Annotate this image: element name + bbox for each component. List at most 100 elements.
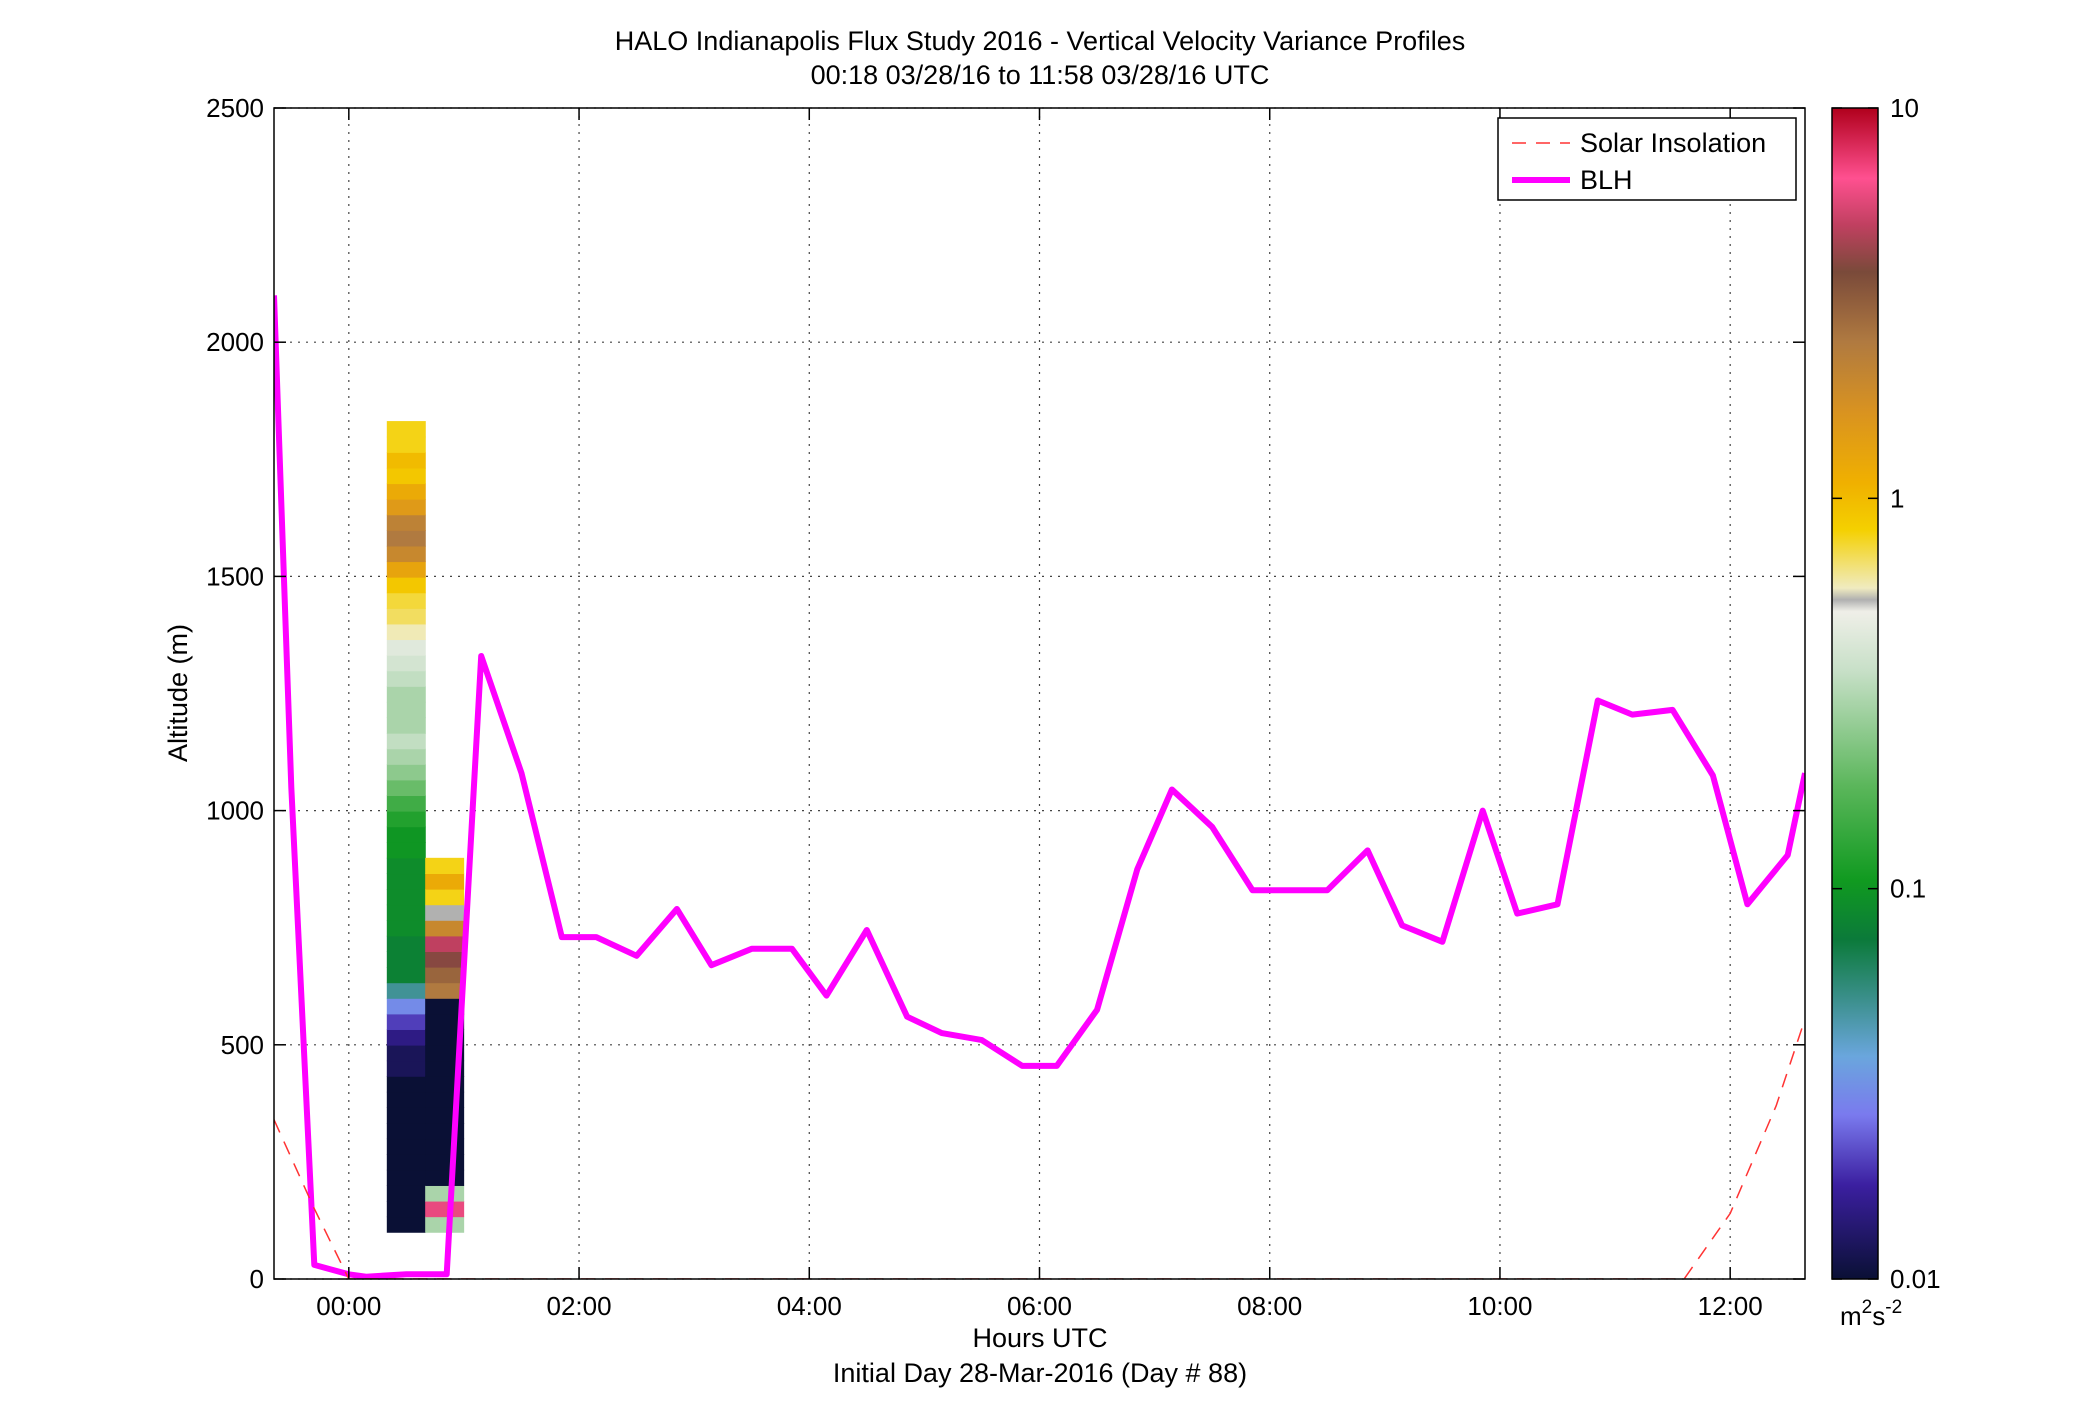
heatmap-cell (386, 935, 426, 953)
heatmap-cell (425, 857, 465, 875)
heatmap-cell (425, 1122, 465, 1140)
heatmap-cell (425, 1169, 465, 1186)
y-tick-label: 500 (221, 1030, 264, 1060)
series-blh-line (274, 295, 1805, 1279)
y-axis-ticks: 0 500 1000 1500 2000 2500 (206, 93, 1805, 1294)
x-axis-label-2: Initial Day 28-Mar-2016 (Day # 88) (833, 1358, 1247, 1388)
colorbar-tick-label: 0.01 (1890, 1264, 1941, 1294)
legend-solar-label: Solar Insolation (1580, 128, 1766, 158)
heatmap-cell (386, 826, 426, 843)
heatmap-cell (386, 951, 426, 968)
y-axis-label: Altitude (m) (163, 624, 193, 762)
heatmap-cell (386, 842, 426, 859)
heatmap-cell (386, 811, 426, 828)
heatmap-cell (425, 889, 465, 906)
x-axis-ticks: 00:00 02:00 04:00 06:00 08:00 10:00 12:00 (316, 108, 1763, 1321)
grid (274, 107, 1805, 1280)
y-tick-label: 2000 (206, 327, 264, 357)
heatmap-cell (425, 1060, 465, 1077)
x-axis-label: Hours UTC (972, 1323, 1107, 1353)
colorbar-tick-label: 10 (1890, 93, 1919, 123)
heatmap-cell (386, 421, 426, 438)
heatmap-cell (425, 1154, 465, 1171)
heatmap-cell (425, 1044, 465, 1062)
heatmap-cell (386, 717, 426, 734)
chart-title: HALO Indianapolis Flux Study 2016 - Vert… (615, 26, 1465, 56)
heatmap-cell (386, 467, 426, 485)
heatmap-cell (386, 1200, 426, 1218)
heatmap-cell (386, 623, 426, 641)
x-tick-label: 08:00 (1237, 1291, 1302, 1321)
legend: Solar Insolation BLH (1497, 117, 1797, 201)
y-tick-label: 1000 (206, 796, 264, 826)
heatmap-cell (386, 1060, 426, 1077)
heatmap-cell (386, 1091, 426, 1108)
heatmap-cell (386, 920, 426, 937)
x-tick-label: 10:00 (1467, 1291, 1532, 1321)
heatmap-cell (386, 545, 426, 563)
heatmap-cell (386, 452, 426, 469)
heatmap-cell (386, 639, 426, 656)
heatmap-cell (386, 889, 426, 906)
heatmap-cell (425, 1200, 465, 1218)
heatmap-cell (386, 1122, 426, 1140)
heatmap-cell (386, 561, 426, 578)
heatmap-cell (425, 1013, 465, 1030)
heatmap-cell (386, 1013, 426, 1030)
heatmap-cell (425, 1216, 465, 1233)
heatmap-cell (386, 1044, 426, 1062)
heatmap-cell (386, 1154, 426, 1171)
heatmap-cell (386, 499, 426, 516)
heatmap-cell (386, 795, 426, 812)
y-tick-label: 0 (250, 1264, 264, 1294)
heatmap-cell (386, 670, 426, 687)
legend-blh-label: BLH (1580, 165, 1633, 195)
heatmap-cell (386, 1029, 426, 1046)
heatmap-cell (386, 1138, 426, 1155)
heatmap-cell (425, 951, 465, 968)
heatmap-cell (425, 1029, 465, 1046)
heatmap-cell (386, 733, 426, 750)
heatmap-cell (386, 904, 426, 921)
x-tick-label: 04:00 (777, 1291, 842, 1321)
y-tick-label: 2500 (206, 93, 264, 123)
heatmap-cell (425, 982, 465, 999)
heatmap-cell (425, 966, 465, 984)
heatmap-cell (386, 686, 426, 703)
heatmap-cell (425, 1185, 465, 1202)
series-lines (274, 295, 1805, 1279)
colorbar-gradient (1831, 107, 1879, 1280)
heatmap-cell (386, 592, 426, 609)
heatmap-cell (425, 904, 465, 921)
heatmap-cells (386, 421, 465, 1233)
y-tick-label: 1500 (206, 561, 264, 591)
series-solar-insolation-line (274, 1018, 1805, 1279)
colorbar-unit: m2s-2 (1840, 1297, 1902, 1331)
colorbar-tick-label: 0.1 (1890, 874, 1926, 904)
heatmap-cell (425, 935, 465, 953)
chart-subtitle: 00:18 03/28/16 to 11:58 03/28/16 UTC (811, 60, 1270, 90)
heatmap-cell (386, 701, 426, 719)
heatmap-cell (386, 655, 426, 672)
heatmap-cell (386, 530, 426, 547)
colorbar-ticks: 0.01 0.1 1 10 (1832, 93, 1941, 1294)
heatmap-cell (386, 873, 426, 890)
heatmap-cell (386, 1216, 426, 1233)
heatmap-cell (425, 873, 465, 890)
heatmap-cell (425, 920, 465, 937)
heatmap-cell (386, 1169, 426, 1186)
x-tick-label: 06:00 (1007, 1291, 1072, 1321)
heatmap-cell (386, 857, 426, 875)
heatmap-cell (386, 966, 426, 984)
heatmap-cell (386, 998, 426, 1015)
heatmap-cell (386, 982, 426, 999)
heatmap-cell (386, 1185, 426, 1202)
heatmap-cell (386, 1076, 426, 1093)
colorbar: 0.01 0.1 1 10 m2s-2 (1831, 93, 1941, 1331)
x-tick-label: 00:00 (316, 1291, 381, 1321)
heatmap-cell (425, 998, 465, 1015)
heatmap-cell (386, 577, 426, 594)
heatmap-cell (386, 779, 426, 797)
heatmap-cell (386, 1107, 426, 1124)
